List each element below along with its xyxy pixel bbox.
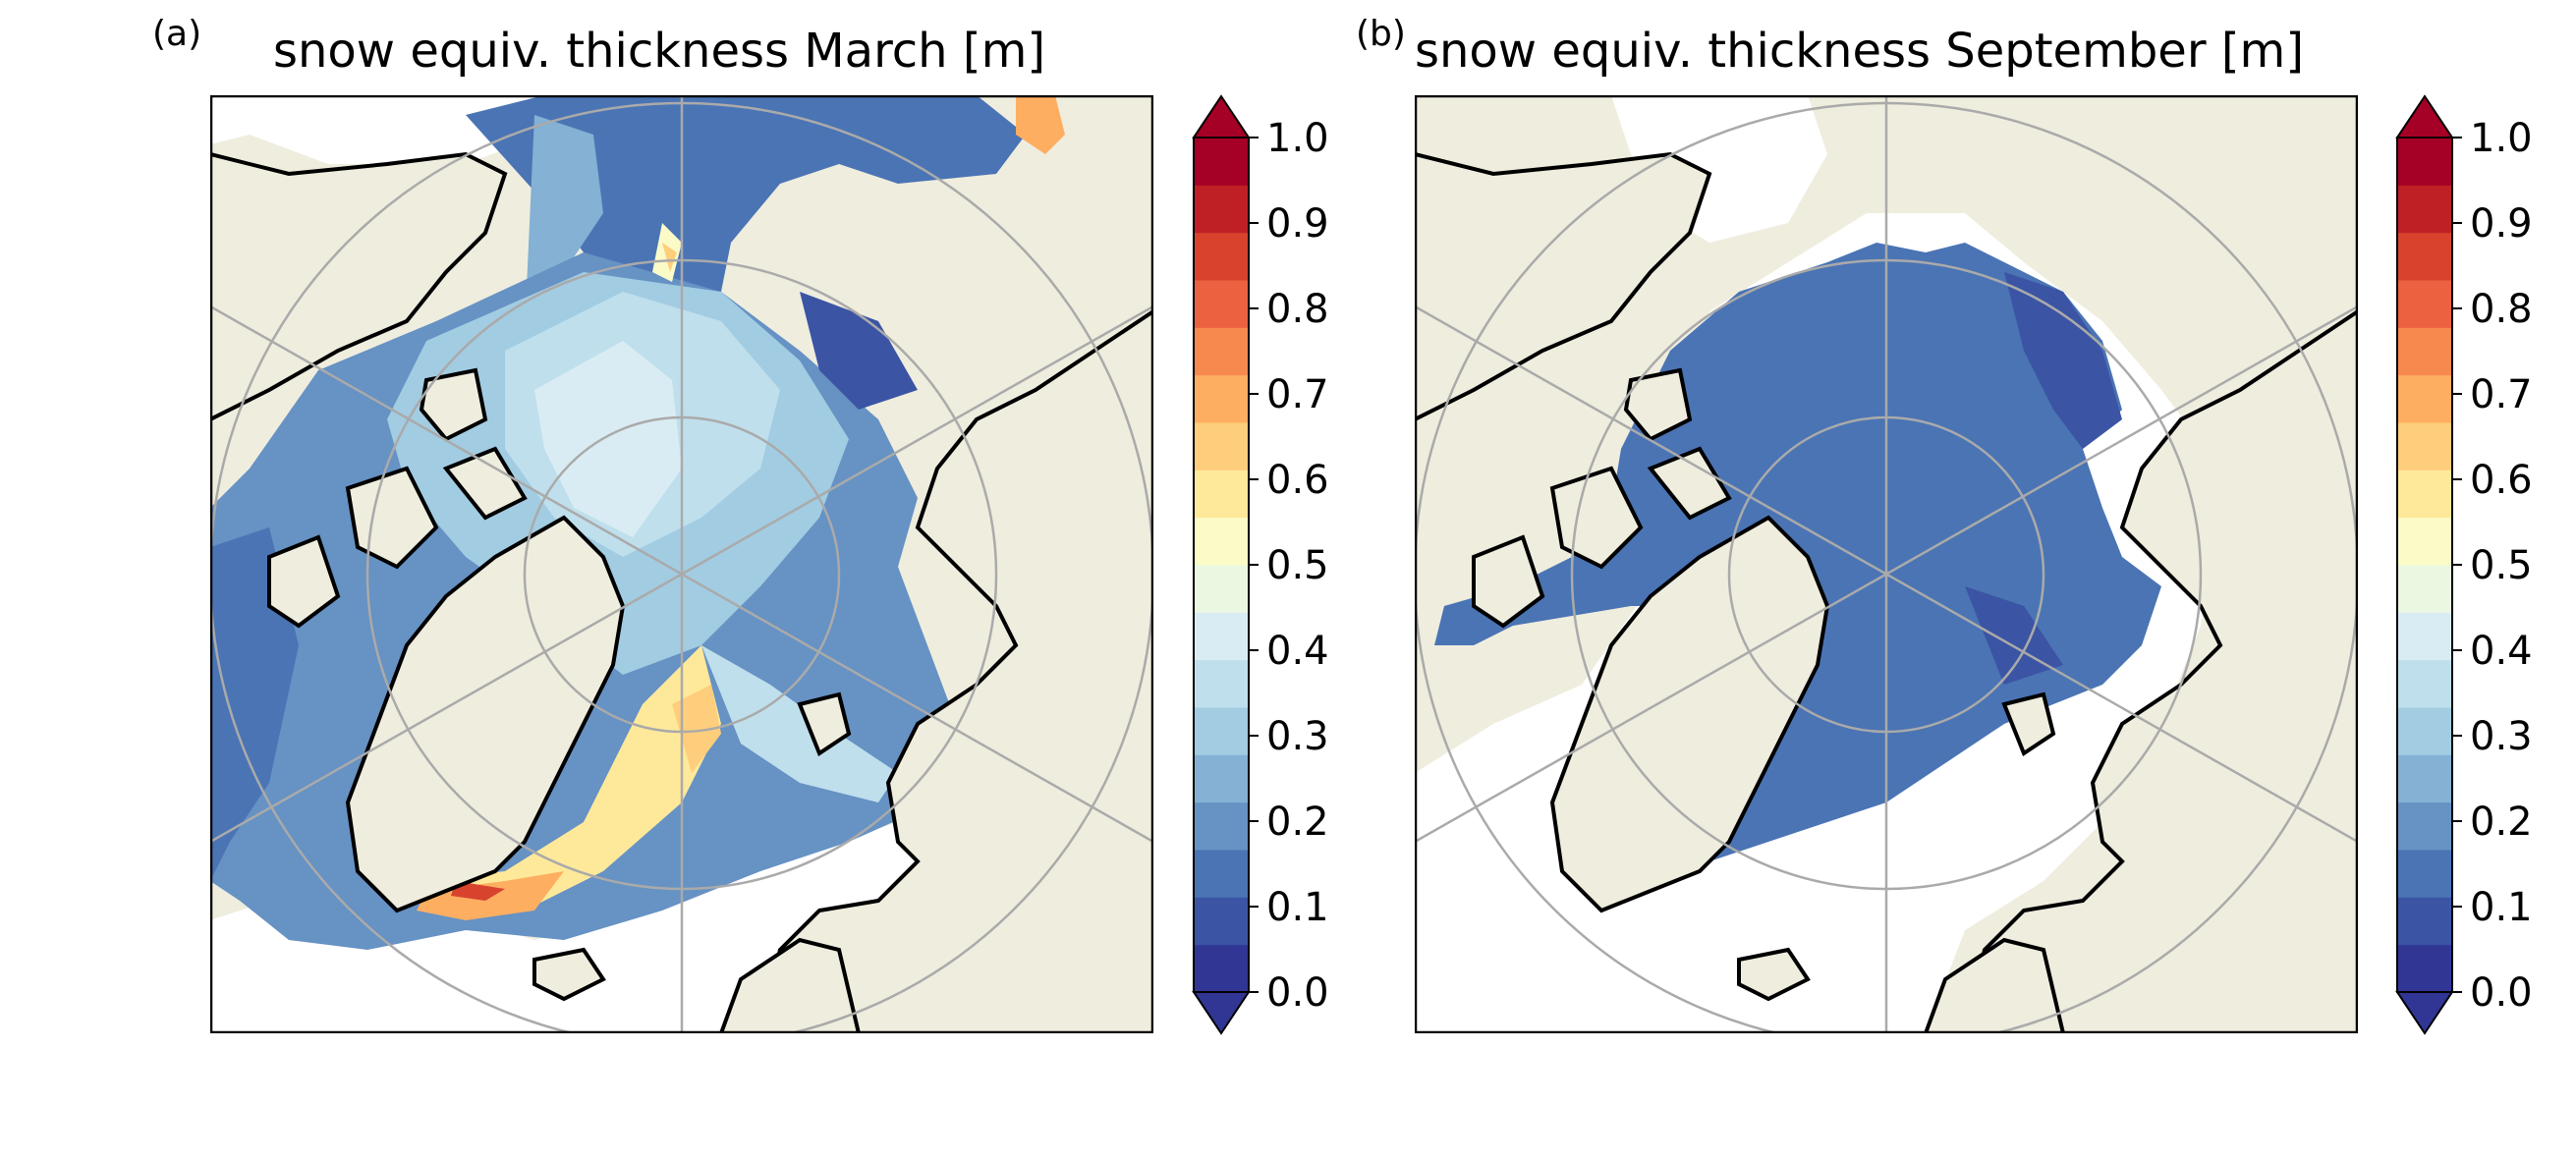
colorbar-level — [2397, 280, 2452, 328]
colorbar-level — [2397, 374, 2452, 423]
map-september — [1415, 95, 2358, 1033]
colorbar-level — [1194, 801, 1249, 851]
colorbar-level — [2397, 232, 2452, 281]
colorbar-level — [2397, 327, 2452, 376]
colorbar-b: 0.0 0.1 0.2 0.3 0.4 0.5 0.6 0.7 0.8 0.9 1.0 — [2395, 94, 2533, 1035]
colorbar-level — [1194, 754, 1249, 803]
panel-b-letter: (b) — [1356, 14, 1406, 54]
colorbar-tick-label: 0.3 — [1266, 714, 1329, 759]
colorbar-level — [1194, 612, 1249, 661]
colorbar-level — [2397, 470, 2452, 519]
archipelago-island — [419, 367, 488, 442]
colorbar-extend-min — [2395, 991, 2454, 1035]
colorbar-level — [1194, 470, 1249, 519]
svalbard — [797, 691, 852, 757]
colorbar-tick-label: 0.0 — [1266, 970, 1329, 1016]
colorbar-tick-label: 0.5 — [1266, 543, 1329, 588]
colorbar-level — [1194, 707, 1249, 755]
map-march — [210, 95, 1153, 1033]
colorbar-level — [2397, 138, 2452, 186]
graticule — [1415, 95, 2358, 1033]
colorbar-level — [2397, 850, 2452, 898]
eurasia — [1962, 308, 2358, 1033]
colorbar-tick-label: 0.6 — [1266, 458, 1329, 503]
archipelago-island — [1647, 446, 1732, 521]
colorbar-level — [1194, 280, 1249, 328]
colorbar-tick-label: 0.7 — [2470, 372, 2533, 417]
colorbar-a: 0.0 0.1 0.2 0.3 0.4 0.5 0.6 0.7 0.8 0.9 1.0 — [1192, 94, 1329, 1035]
panel-b-title: snow equiv. thickness September [m] — [1415, 24, 2305, 79]
north-america — [210, 151, 508, 422]
colorbar-level — [1194, 327, 1249, 376]
north-america — [1415, 151, 1712, 422]
iceland — [532, 947, 606, 1002]
colorbar-level — [2397, 801, 2452, 851]
colorbar-tick-label: 0.8 — [2470, 287, 2533, 332]
svalbard — [2001, 691, 2056, 757]
snow-thickness-field — [210, 95, 1065, 1033]
archipelago-island — [267, 534, 341, 629]
colorbar-level — [1194, 944, 1249, 993]
colorbar-level — [1194, 897, 1249, 946]
archipelago-island — [1623, 367, 1693, 442]
colorbar-tick-label: 1.0 — [1266, 116, 1329, 161]
colorbar-tick-label: 0.2 — [1266, 800, 1329, 845]
colorbar-level — [1194, 232, 1249, 281]
colorbar-tick-label: 0.7 — [1266, 372, 1329, 417]
scandinavia — [718, 937, 862, 1033]
eurasia — [757, 308, 1153, 1033]
colorbar-level — [2397, 565, 2452, 613]
scandinavia — [1923, 937, 2066, 1033]
archipelago-island — [1472, 534, 1545, 629]
colorbar-tick-label: 0.1 — [2470, 885, 2533, 930]
colorbar-level — [2397, 422, 2452, 470]
colorbar-tick-label: 0.9 — [2470, 201, 2533, 247]
colorbar-level — [1194, 185, 1249, 234]
colorbar-tick-label: 0.3 — [2470, 714, 2533, 759]
colorbar-tick-label: 0.2 — [2470, 800, 2533, 845]
colorbar-tick-label: 0.4 — [1266, 629, 1329, 674]
colorbar-level — [2397, 612, 2452, 661]
colorbar-tick-label: 0.0 — [2470, 970, 2533, 1016]
greenland — [345, 515, 626, 913]
colorbar-extend-max — [1192, 94, 1251, 138]
colorbar-level — [1194, 138, 1249, 186]
colorbar-tick-label: 0.4 — [2470, 629, 2533, 674]
colorbar-tick-label: 0.8 — [1266, 287, 1329, 332]
colorbar-level — [2397, 659, 2452, 708]
colorbar-level — [2397, 185, 2452, 234]
colorbar-level — [1194, 517, 1249, 566]
colorbar-level — [1194, 850, 1249, 898]
colorbar-level — [1194, 565, 1249, 613]
colorbar-extend-min — [1192, 991, 1251, 1035]
colorbar-level — [2397, 944, 2452, 993]
colorbar-tick-label: 1.0 — [2470, 116, 2533, 161]
colorbar-tick-label: 0.9 — [1266, 201, 1329, 247]
colorbar-level — [2397, 897, 2452, 946]
colorbar-level — [1194, 422, 1249, 470]
colorbar-tick-label: 0.5 — [2470, 543, 2533, 588]
colorbar-level — [2397, 517, 2452, 566]
open-ocean-pacific — [210, 95, 544, 164]
colorbar-tick-label: 0.6 — [2470, 458, 2533, 503]
greenland — [1549, 515, 1830, 913]
colorbar-level — [1194, 659, 1249, 708]
colorbar-extend-max — [2395, 94, 2454, 138]
panel-a-letter: (a) — [152, 14, 202, 54]
colorbar-tick-label: 0.1 — [1266, 885, 1329, 930]
colorbar-level — [1194, 374, 1249, 423]
colorbar-level — [2397, 707, 2452, 755]
iceland — [1737, 947, 1811, 1002]
graticule — [210, 95, 1153, 1033]
colorbar-level — [2397, 754, 2452, 803]
panel-a-title: snow equiv. thickness March [m] — [273, 24, 1046, 79]
archipelago-island — [442, 446, 528, 521]
